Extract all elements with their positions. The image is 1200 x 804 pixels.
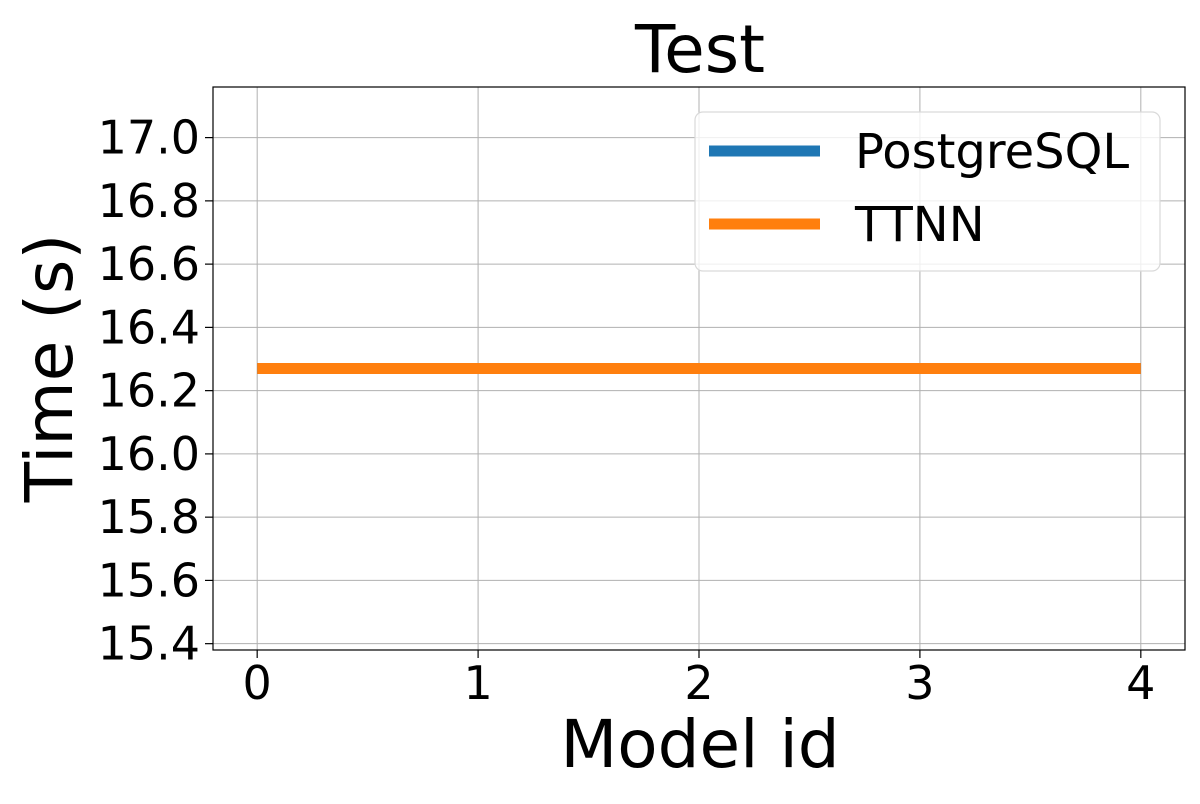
x-tick-label: 0 [243,656,272,710]
y-tick-label: 15.8 [98,490,200,544]
y-tick-label: 16.0 [98,427,200,481]
x-tick-label: 1 [463,656,492,710]
y-axis-ticks: 15.4 15.6 15.8 16.0 16.2 16.4 16.6 16.8 17.0 [98,111,213,671]
y-axis-label: Time (s) [11,234,88,503]
legend-label-ttnn: TTNN [854,197,985,253]
legend: PostgreSQL TTNN [694,111,1161,272]
y-tick-label: 16.6 [98,237,200,291]
x-tick-label: 4 [1126,656,1155,710]
y-tick-label: 15.6 [98,553,200,607]
y-tick-label: 16.8 [98,174,200,228]
chart-title: Test [634,11,765,88]
legend-label-postgresql: PostgreSQL [855,124,1129,180]
x-axis-ticks: 0 1 2 3 4 [243,650,1155,710]
y-tick-label: 17.0 [98,111,200,165]
y-tick-label: 16.4 [98,300,200,354]
y-tick-label: 16.2 [98,364,200,418]
y-tick-label: 15.4 [98,617,200,671]
x-tick-label: 2 [684,656,713,710]
x-tick-label: 3 [905,656,934,710]
x-axis-label: Model id [560,706,839,783]
